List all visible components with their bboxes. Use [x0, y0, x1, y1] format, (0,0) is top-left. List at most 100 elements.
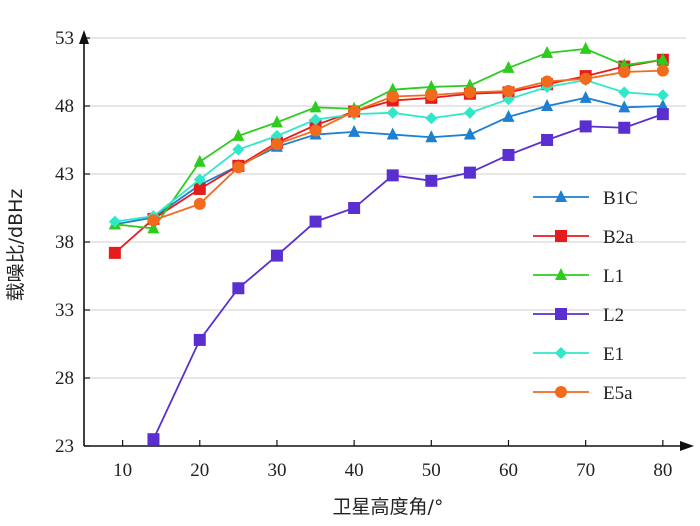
data-point-e1: [386, 106, 399, 119]
data-point-e5a: [425, 89, 438, 102]
legend-item-b1c: B1C: [533, 188, 638, 209]
data-point-e5a: [579, 72, 592, 85]
x-tick-label: 20: [190, 460, 209, 481]
data-point-l2: [656, 108, 669, 121]
data-point-l2: [147, 433, 160, 446]
legend-label: B2a: [603, 227, 634, 248]
grid-lines: [84, 37, 686, 379]
data-point-l1: [270, 115, 283, 128]
x-axis-label: 卫星高度角/°: [333, 496, 444, 518]
data-point-b2a: [108, 246, 121, 259]
y-tick-label: 33: [55, 300, 74, 321]
series-line-l2: [152, 113, 664, 440]
data-point-l2: [541, 134, 554, 146]
data-point-b1c: [425, 130, 438, 143]
legend-item-l2: L2: [533, 305, 624, 326]
data-point-e1: [618, 86, 631, 99]
data-point-l2: [502, 148, 515, 161]
x-tick-label: 40: [345, 460, 364, 481]
legend-item-b2a: B2a: [533, 227, 634, 248]
legend-item-e5a: E5a: [533, 383, 633, 404]
legend-marker: [555, 308, 567, 320]
data-point-b1c: [579, 90, 592, 103]
x-tick-label: 10: [113, 460, 132, 481]
data-point-e5a: [656, 64, 669, 77]
data-point-b1c: [502, 109, 515, 122]
data-point-l2: [348, 202, 361, 214]
data-point-l2: [193, 333, 206, 346]
data-point-l2: [425, 174, 438, 187]
x-axis-arrow: [680, 441, 694, 451]
data-point-l1: [502, 60, 515, 73]
y-tick-label: 23: [55, 436, 74, 457]
data-point-b1c: [618, 100, 631, 113]
series-layer: [108, 41, 669, 446]
legend-marker: [555, 386, 567, 398]
data-point-e1: [108, 215, 121, 228]
data-point-e1: [463, 106, 476, 119]
series-line-b2a: [114, 58, 664, 254]
data-point-b2a: [193, 182, 206, 195]
legend-item-l1: L1: [533, 266, 624, 287]
y-axis-label: 载噪比/dBHz: [5, 189, 27, 302]
series-e5a: [147, 64, 669, 227]
data-point-e1: [232, 143, 245, 156]
data-point-l2: [463, 166, 476, 179]
y-axis-arrow: [79, 30, 89, 44]
x-tick-label: 50: [422, 460, 441, 481]
data-point-b1c: [463, 127, 476, 140]
x-tick-label: 60: [499, 460, 518, 481]
axes: 23 28 33 38 43 48 53 10 20 30 40 50 60 70 80: [55, 28, 694, 481]
data-point-l2: [270, 249, 283, 262]
data-point-l1: [579, 41, 592, 54]
data-point-l2: [309, 215, 322, 228]
data-point-e5a: [618, 66, 631, 78]
y-tick-label: 48: [55, 96, 74, 117]
legend-marker: [555, 268, 567, 280]
data-point-e5a: [348, 105, 361, 118]
y-tick-label: 53: [55, 28, 74, 49]
legend-label: E1: [603, 344, 624, 365]
data-point-l2: [579, 120, 592, 133]
data-point-e5a: [386, 90, 399, 103]
data-point-e5a: [463, 86, 476, 99]
legend-marker: [555, 347, 567, 359]
y-tick-label: 28: [55, 368, 74, 389]
data-point-l1: [309, 100, 322, 113]
data-point-e5a: [147, 214, 160, 227]
data-point-l2: [232, 282, 245, 295]
legend-label: L2: [603, 305, 624, 326]
data-point-l1: [541, 45, 554, 58]
data-point-l1: [232, 128, 245, 141]
data-point-l1: [193, 154, 206, 167]
x-tick-label: 30: [267, 460, 286, 481]
data-point-e1: [309, 113, 322, 126]
data-point-l2: [386, 169, 399, 182]
legend-label: E5a: [603, 383, 633, 404]
data-point-b1c: [386, 127, 399, 140]
data-point-e5a: [270, 138, 283, 151]
data-point-b1c: [541, 99, 554, 111]
y-tick-label: 38: [55, 232, 74, 253]
legend-marker: [555, 190, 567, 202]
data-point-b1c: [656, 99, 669, 111]
data-point-e1: [193, 173, 206, 186]
data-point-e5a: [541, 75, 554, 88]
data-point-e1: [425, 112, 438, 125]
data-point-l1: [147, 221, 160, 234]
data-point-e5a: [193, 197, 206, 210]
data-point-e1: [656, 89, 669, 102]
legend-item-e1: E1: [533, 344, 624, 365]
data-point-l2: [618, 121, 631, 134]
x-tick-label: 80: [653, 460, 672, 481]
legend-marker: [555, 230, 567, 242]
series-l2: [147, 108, 669, 446]
legend: B1C B2a L1 L2 E1 E5a: [533, 188, 638, 404]
legend-label: B1C: [603, 188, 638, 209]
series-line-e5a: [153, 69, 663, 222]
data-point-b1c: [348, 124, 361, 137]
legend-label: L1: [603, 266, 624, 287]
y-tick-label: 43: [55, 164, 74, 185]
data-point-l1: [425, 79, 438, 92]
